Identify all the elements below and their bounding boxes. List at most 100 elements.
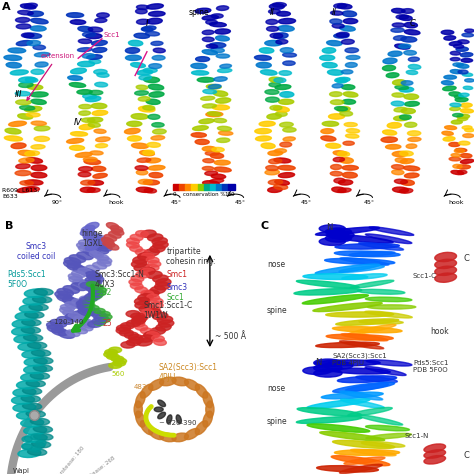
Ellipse shape <box>23 33 42 38</box>
Ellipse shape <box>12 327 35 336</box>
Ellipse shape <box>93 309 105 313</box>
Ellipse shape <box>322 63 337 68</box>
Ellipse shape <box>326 143 341 148</box>
Ellipse shape <box>71 283 88 291</box>
Ellipse shape <box>151 136 164 140</box>
Ellipse shape <box>339 464 382 474</box>
Ellipse shape <box>128 136 141 141</box>
Ellipse shape <box>192 126 208 130</box>
Ellipse shape <box>89 288 103 294</box>
Ellipse shape <box>85 285 99 292</box>
Ellipse shape <box>454 45 464 48</box>
Ellipse shape <box>131 63 146 68</box>
Ellipse shape <box>21 419 44 427</box>
Ellipse shape <box>33 296 52 303</box>
Ellipse shape <box>79 280 96 288</box>
Ellipse shape <box>184 379 200 390</box>
Ellipse shape <box>126 55 141 61</box>
Ellipse shape <box>314 369 342 377</box>
Ellipse shape <box>195 139 209 145</box>
Ellipse shape <box>79 124 94 130</box>
Ellipse shape <box>146 32 159 36</box>
Ellipse shape <box>21 327 40 333</box>
Text: Scc1-N: Scc1-N <box>404 433 428 438</box>
Ellipse shape <box>27 449 47 456</box>
Ellipse shape <box>331 368 390 374</box>
Ellipse shape <box>399 44 411 48</box>
Ellipse shape <box>90 151 103 155</box>
Ellipse shape <box>346 63 357 67</box>
Ellipse shape <box>203 89 217 94</box>
Ellipse shape <box>153 312 168 320</box>
Ellipse shape <box>73 279 87 286</box>
Ellipse shape <box>401 9 414 13</box>
Ellipse shape <box>307 399 370 409</box>
Ellipse shape <box>455 95 464 99</box>
Ellipse shape <box>60 308 73 314</box>
Ellipse shape <box>80 228 94 236</box>
Text: N: N <box>326 223 332 232</box>
Ellipse shape <box>387 123 401 128</box>
Ellipse shape <box>346 128 360 133</box>
Ellipse shape <box>22 319 41 326</box>
Ellipse shape <box>75 153 92 157</box>
Ellipse shape <box>86 34 102 39</box>
Ellipse shape <box>401 81 413 85</box>
Ellipse shape <box>406 144 417 148</box>
Ellipse shape <box>92 246 109 254</box>
Ellipse shape <box>24 289 47 297</box>
Text: ~ 120-140: ~ 120-140 <box>46 319 83 325</box>
Ellipse shape <box>83 94 97 99</box>
Ellipse shape <box>137 19 150 24</box>
Ellipse shape <box>451 120 462 124</box>
Ellipse shape <box>114 358 127 364</box>
Ellipse shape <box>31 441 51 448</box>
Ellipse shape <box>150 328 165 335</box>
Ellipse shape <box>328 70 343 75</box>
Ellipse shape <box>94 70 107 74</box>
Ellipse shape <box>332 327 402 333</box>
Ellipse shape <box>79 166 92 172</box>
Ellipse shape <box>206 401 214 418</box>
Ellipse shape <box>13 403 36 412</box>
Ellipse shape <box>80 296 93 303</box>
Ellipse shape <box>219 131 233 135</box>
Ellipse shape <box>25 78 38 82</box>
Ellipse shape <box>134 264 149 271</box>
Ellipse shape <box>342 165 358 170</box>
Ellipse shape <box>451 171 464 174</box>
Ellipse shape <box>341 334 388 341</box>
Ellipse shape <box>280 142 292 147</box>
Ellipse shape <box>365 234 412 244</box>
Ellipse shape <box>78 39 91 44</box>
Ellipse shape <box>136 272 149 278</box>
Ellipse shape <box>72 271 85 277</box>
Ellipse shape <box>460 154 472 158</box>
Ellipse shape <box>85 277 101 285</box>
Ellipse shape <box>137 187 153 192</box>
Ellipse shape <box>268 180 283 185</box>
Ellipse shape <box>400 115 411 119</box>
Text: Wapl: Wapl <box>13 467 30 474</box>
Ellipse shape <box>155 283 170 290</box>
Ellipse shape <box>24 334 43 341</box>
Ellipse shape <box>15 171 31 176</box>
Ellipse shape <box>461 58 473 62</box>
Ellipse shape <box>109 363 121 368</box>
Ellipse shape <box>365 297 412 301</box>
Ellipse shape <box>78 172 91 177</box>
Ellipse shape <box>202 104 217 108</box>
Ellipse shape <box>25 151 39 156</box>
Ellipse shape <box>456 64 469 68</box>
Ellipse shape <box>322 48 336 53</box>
Ellipse shape <box>393 36 406 40</box>
Ellipse shape <box>29 304 48 310</box>
Ellipse shape <box>78 268 92 274</box>
Text: C: C <box>260 221 268 231</box>
Ellipse shape <box>279 99 294 104</box>
Ellipse shape <box>11 143 26 149</box>
Ellipse shape <box>17 187 35 192</box>
Ellipse shape <box>21 373 44 381</box>
Ellipse shape <box>255 136 272 141</box>
Ellipse shape <box>160 377 176 386</box>
